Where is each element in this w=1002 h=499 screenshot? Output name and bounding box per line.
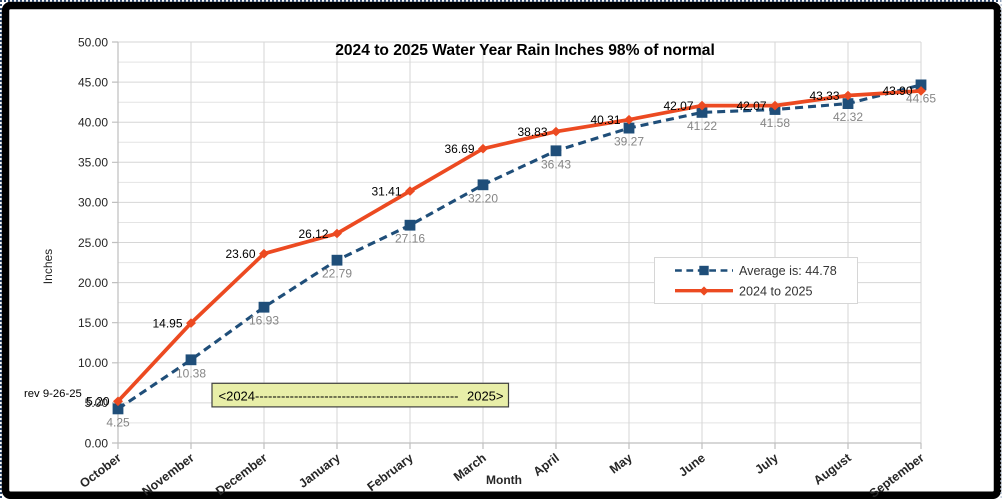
svg-text:4.25: 4.25 [106,415,130,429]
svg-text:23.60: 23.60 [225,247,255,261]
svg-text:42.32: 42.32 [833,110,863,124]
svg-text:2024 to 2025 Water Year Rain I: 2024 to 2025 Water Year Rain Inches 98% … [335,42,715,59]
svg-text:40.00: 40.00 [78,116,108,130]
svg-text:35.00: 35.00 [78,156,108,170]
svg-text:31.41: 31.41 [371,184,401,198]
svg-text:15.00: 15.00 [78,316,108,330]
svg-text:25.00: 25.00 [78,236,108,250]
svg-text:Average is: 44.78: Average is: 44.78 [739,264,837,278]
svg-text:45.00: 45.00 [78,75,108,89]
svg-text:44.65: 44.65 [906,91,936,105]
svg-text:22.79: 22.79 [322,267,352,281]
svg-text:26.12: 26.12 [298,227,328,241]
svg-text:0.00: 0.00 [85,436,109,450]
svg-text:42.07: 42.07 [663,99,693,113]
svg-text:5.20: 5.20 [86,395,110,409]
svg-text:5.00: 5.00 [85,396,109,410]
svg-text:50.00: 50.00 [78,35,108,49]
svg-text:20.00: 20.00 [78,276,108,290]
svg-text:14.95: 14.95 [152,316,182,330]
svg-text:36.69: 36.69 [444,142,474,156]
svg-text:43.90: 43.90 [882,84,912,98]
svg-text:2024 to 2025: 2024 to 2025 [739,284,813,298]
svg-text:Inches: Inches [41,249,55,284]
svg-text:32.20: 32.20 [468,191,498,205]
svg-text:39.27: 39.27 [614,135,644,149]
svg-text:30.00: 30.00 [78,196,108,210]
svg-text:41.22: 41.22 [687,119,717,133]
svg-text:42.07: 42.07 [736,99,766,113]
svg-text:<2024-------------------------: <2024-----------------------------------… [219,389,459,404]
svg-text:40.31: 40.31 [590,113,620,127]
svg-text:2025>: 2025> [467,389,504,404]
svg-text:38.83: 38.83 [517,125,547,139]
svg-text:rev 9-26-25: rev 9-26-25 [24,388,82,400]
svg-text:41.58: 41.58 [760,116,790,130]
svg-text:Month: Month [486,473,522,487]
svg-text:10.00: 10.00 [78,356,108,370]
svg-text:43.33: 43.33 [809,89,839,103]
svg-text:10.38: 10.38 [176,366,206,380]
svg-text:36.43: 36.43 [541,157,571,171]
svg-text:27.16: 27.16 [395,232,425,246]
svg-text:16.93: 16.93 [249,314,279,328]
